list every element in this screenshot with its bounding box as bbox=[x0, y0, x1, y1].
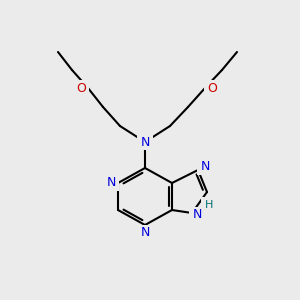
Text: N: N bbox=[200, 160, 210, 173]
Bar bbox=[103, 175, 119, 191]
Text: N: N bbox=[192, 208, 202, 221]
Text: N: N bbox=[140, 226, 150, 239]
Bar bbox=[137, 225, 153, 241]
Bar bbox=[137, 134, 153, 150]
Text: N: N bbox=[140, 136, 150, 148]
Bar bbox=[73, 80, 89, 96]
Text: O: O bbox=[76, 82, 86, 94]
Text: N: N bbox=[106, 176, 116, 190]
Bar bbox=[189, 207, 205, 223]
Bar bbox=[201, 197, 217, 213]
Text: O: O bbox=[207, 82, 217, 94]
Bar bbox=[204, 80, 220, 96]
Bar bbox=[197, 159, 213, 175]
Text: H: H bbox=[205, 200, 213, 210]
